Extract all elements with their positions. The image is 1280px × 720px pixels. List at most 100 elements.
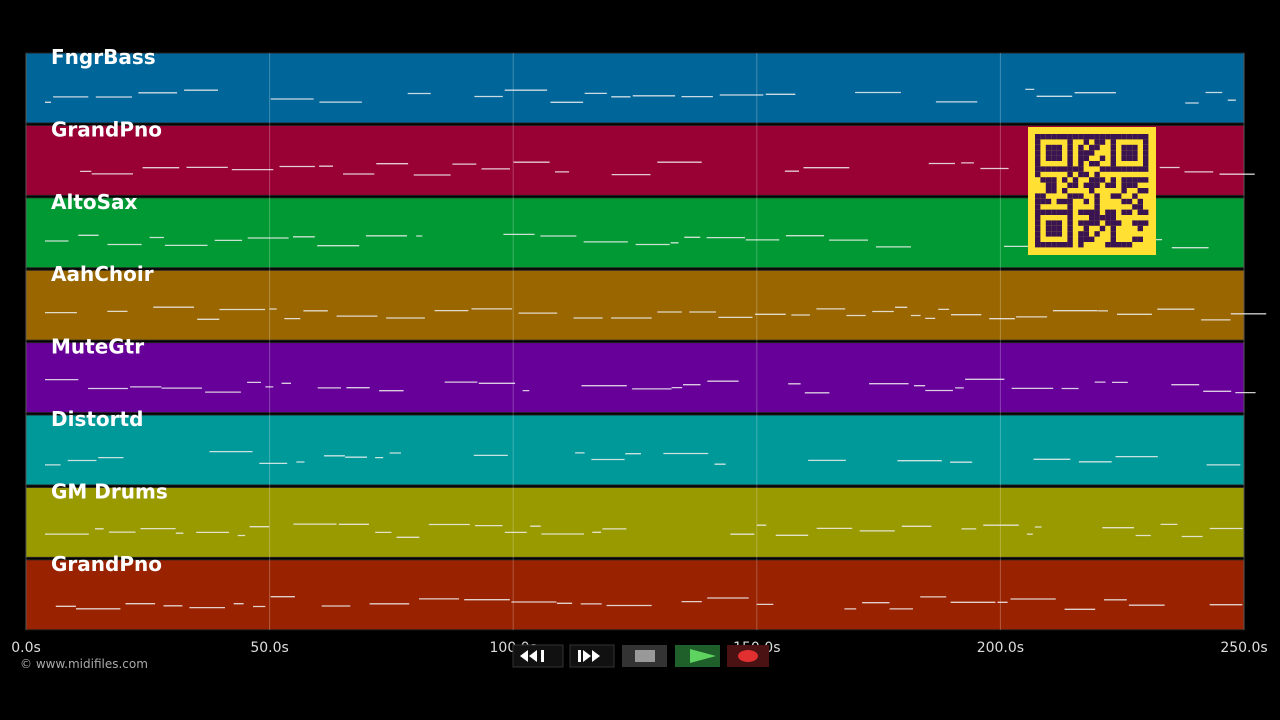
qr-cell <box>1051 182 1057 188</box>
qr-cell <box>1062 198 1068 205</box>
qr-cell <box>1137 188 1143 194</box>
play-button[interactable] <box>675 645 720 667</box>
qr-cell <box>1051 150 1057 156</box>
time-label: 200.0s <box>977 640 1024 656</box>
qr-cell <box>1094 215 1100 221</box>
qr-cell <box>1056 231 1062 237</box>
qr-cell <box>1094 182 1100 188</box>
qr-cell <box>1089 215 1095 221</box>
qr-cell <box>1105 182 1111 188</box>
qr-cell <box>1143 139 1149 145</box>
qr-cell <box>1051 134 1057 140</box>
qr-cell <box>1143 177 1149 183</box>
qr-cell <box>1099 166 1106 172</box>
qr-cell <box>1067 161 1073 167</box>
qr-cell <box>1126 209 1133 215</box>
qr-cell <box>1056 166 1062 172</box>
qr-cell <box>1062 166 1068 172</box>
qr-cell <box>1051 177 1057 183</box>
qr-cell <box>1067 215 1073 221</box>
qr-cell <box>1045 150 1052 156</box>
qr-cell <box>1116 220 1122 226</box>
qr-cell <box>1045 209 1052 215</box>
qr-cell <box>1045 144 1052 151</box>
track-lane <box>25 559 1245 631</box>
note-trace <box>45 88 1236 104</box>
qr-cell <box>1083 171 1089 178</box>
qr-cell <box>1132 134 1138 140</box>
track-lane <box>25 52 1245 124</box>
qr-cell <box>1089 182 1095 188</box>
track-lane <box>25 342 1245 414</box>
qr-cell <box>1099 177 1106 183</box>
fast-forward-button[interactable] <box>569 644 615 668</box>
qr-cell <box>1056 198 1062 205</box>
qr-cell <box>1105 220 1111 226</box>
qr-cell <box>1089 177 1095 183</box>
qr-cell <box>1083 198 1089 205</box>
qr-cell <box>1072 182 1079 188</box>
qr-code <box>1028 127 1156 255</box>
qr-cell <box>1051 209 1057 215</box>
qr-cell <box>1110 144 1116 151</box>
track-lane <box>25 269 1245 341</box>
qr-cell <box>1094 144 1100 151</box>
qr-cell <box>1094 193 1100 199</box>
qr-cell <box>1110 182 1116 188</box>
qr-cell <box>1083 134 1089 140</box>
qr-cell <box>1126 134 1133 140</box>
time-label: 50.0s <box>250 640 288 656</box>
qr-cell <box>1035 166 1041 172</box>
qr-cell <box>1035 209 1041 215</box>
qr-cell <box>1067 209 1073 215</box>
qr-cell <box>1083 231 1089 237</box>
qr-cell <box>1051 220 1057 226</box>
qr-cell <box>1094 134 1100 140</box>
record-button[interactable] <box>727 645 769 667</box>
qr-cell <box>1072 177 1079 183</box>
time-label: 250.0s <box>1220 640 1267 656</box>
qr-cell <box>1132 193 1138 199</box>
qr-cell <box>1126 144 1133 151</box>
qr-cell <box>1035 220 1041 226</box>
transport-controls <box>512 644 769 668</box>
qr-cell <box>1067 171 1073 178</box>
qr-cell <box>1099 225 1106 232</box>
qr-cell <box>1143 155 1149 161</box>
qr-cell <box>1078 150 1084 156</box>
qr-cell <box>1089 188 1095 194</box>
qr-cell <box>1067 166 1073 172</box>
qr-cell <box>1126 182 1133 188</box>
qr-cell <box>1067 242 1073 248</box>
qr-cell <box>1132 150 1138 156</box>
qr-cell <box>1035 236 1041 242</box>
note-trace <box>55 596 1243 610</box>
qr-cell <box>1121 144 1127 151</box>
qr-cell <box>1045 242 1052 248</box>
qr-cell <box>1110 215 1116 221</box>
qr-cell <box>1045 198 1052 205</box>
qr-cell <box>1040 166 1046 172</box>
stop-button[interactable] <box>622 645 667 667</box>
rewind-button[interactable] <box>512 644 564 668</box>
qr-cell <box>1126 177 1133 183</box>
qr-cell <box>1110 236 1116 242</box>
qr-cell <box>1035 193 1041 199</box>
qr-cell <box>1121 198 1127 205</box>
qr-cell <box>1110 193 1116 199</box>
note-trace <box>45 378 1256 394</box>
qr-cell <box>1067 144 1073 151</box>
qr-cell <box>1132 182 1138 188</box>
qr-cell <box>1067 193 1073 199</box>
qr-cell <box>1099 215 1106 221</box>
qr-cell <box>1072 134 1079 140</box>
track-lane <box>25 414 1245 486</box>
qr-cell <box>1126 155 1133 161</box>
qr-cell <box>1078 242 1084 248</box>
qr-cell <box>1072 193 1079 199</box>
qr-cell <box>1035 198 1041 205</box>
qr-cell <box>1045 231 1052 237</box>
qr-cell <box>1094 220 1100 226</box>
track-name: GrandPno <box>51 117 162 141</box>
qr-cell <box>1110 177 1116 183</box>
